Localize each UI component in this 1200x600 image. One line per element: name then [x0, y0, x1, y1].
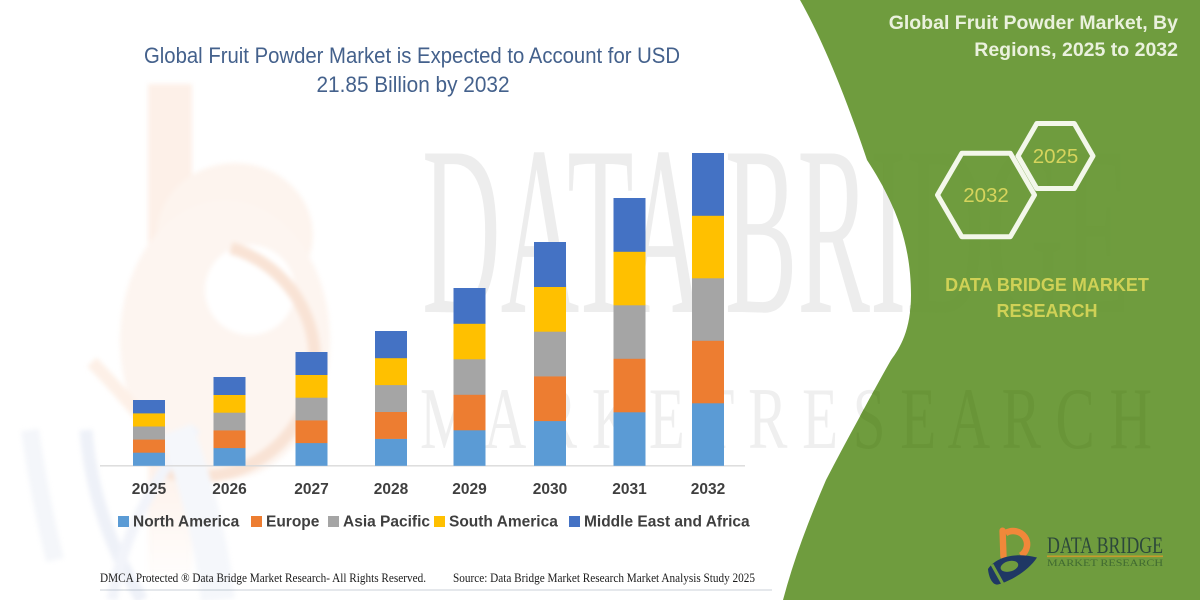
svg-text:Asia Pacific: Asia Pacific: [343, 514, 430, 531]
svg-text:2032: 2032: [963, 184, 1009, 207]
svg-text:2029: 2029: [452, 481, 487, 498]
svg-text:2031: 2031: [612, 481, 647, 498]
svg-text:2032: 2032: [691, 481, 725, 498]
svg-text:21.85 Billion by 2032: 21.85 Billion by 2032: [317, 72, 510, 97]
svg-text:Middle East and Africa: Middle East and Africa: [584, 514, 750, 531]
svg-text:Europe: Europe: [266, 514, 320, 531]
svg-text:2028: 2028: [374, 481, 409, 498]
svg-text:Global Fruit Powder Market, By: Global Fruit Powder Market, By: [889, 12, 1178, 34]
svg-text:2026: 2026: [212, 481, 247, 498]
svg-text:MARKET RESEARCH: MARKET RESEARCH: [1047, 558, 1164, 568]
svg-text:RESEARCH: RESEARCH: [996, 301, 1097, 321]
svg-text:Source: Data Bridge Market Res: Source: Data Bridge Market Research Mark…: [453, 571, 755, 585]
svg-text:North America: North America: [133, 514, 240, 531]
svg-text:DATA BRIDGE MARKET: DATA BRIDGE MARKET: [945, 275, 1149, 295]
svg-text:South America: South America: [449, 514, 558, 531]
svg-text:2025: 2025: [1033, 145, 1079, 168]
svg-text:DATA BRIDGE: DATA BRIDGE: [1047, 533, 1163, 558]
svg-text:Regions, 2025 to 2032: Regions, 2025 to 2032: [974, 39, 1178, 61]
svg-text:2025: 2025: [132, 481, 167, 498]
svg-text:DMCA Protected ® Data Bridge M: DMCA Protected ® Data Bridge Market Rese…: [100, 571, 426, 585]
svg-text:2030: 2030: [533, 481, 567, 498]
svg-text:2027: 2027: [294, 481, 328, 498]
svg-text:Global Fruit Powder Market is: Global Fruit Powder Market is Expected t…: [144, 43, 680, 68]
